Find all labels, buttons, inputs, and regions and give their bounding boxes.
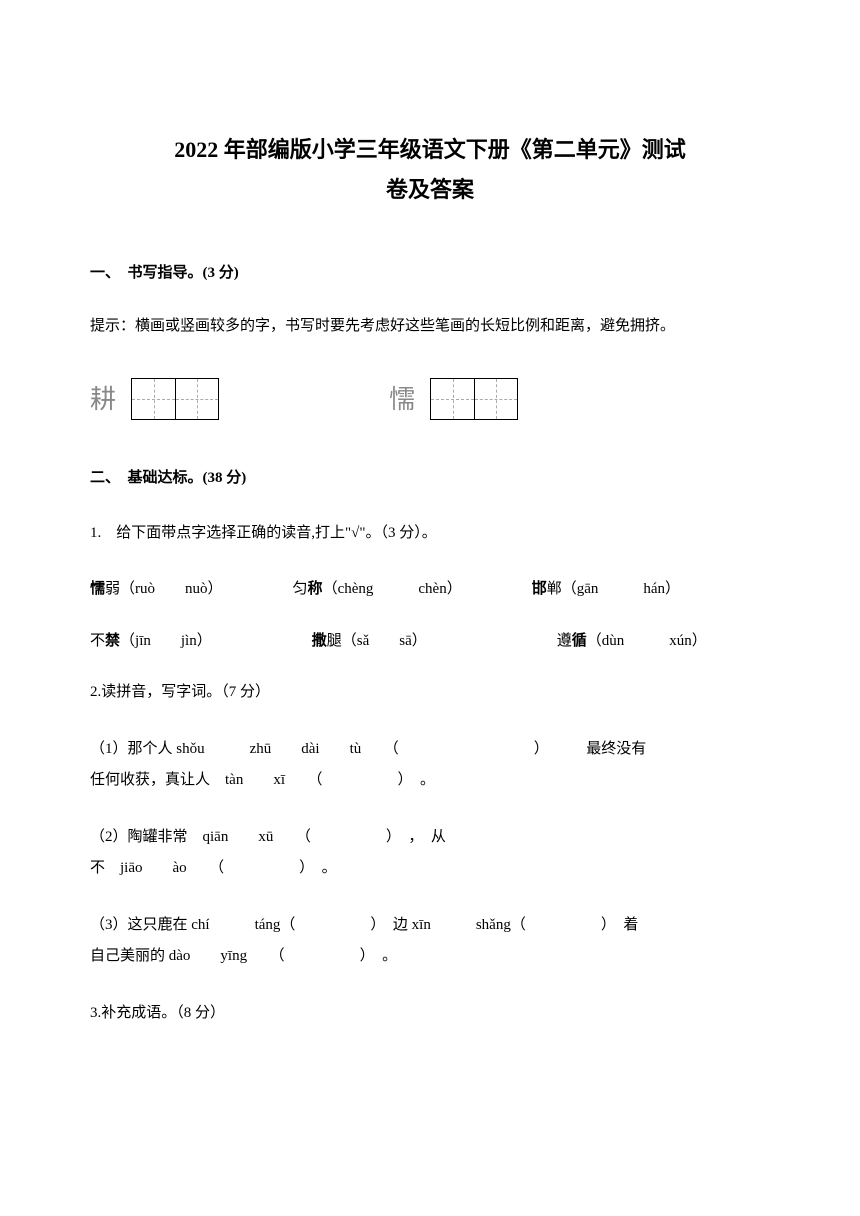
pinyin-text: 腿 <box>327 633 342 649</box>
question-1-prompt: 1. 给下面带点字选择正确的读音,打上"√"。（3 分）。 <box>90 518 770 550</box>
pinyin-item: 邯郸（gān hán） <box>532 574 680 606</box>
pinyin-item: 遵循（dùn xún） <box>557 626 707 658</box>
grid-box <box>175 378 219 420</box>
pinyin-text: 弱 <box>105 581 120 597</box>
pinyin-item: 懦弱（ruò nuò） <box>90 574 223 606</box>
section-1-hint: 提示：横画或竖画较多的字，书写时要先考虑好这些笔画的长短比例和距离，避免拥挤。 <box>90 313 770 340</box>
pinyin-item: 不禁（jīn jìn） <box>90 626 212 658</box>
pinyin-item: 撒腿（sǎ sā） <box>312 626 427 658</box>
question-3-prompt: 3.补充成语。（8 分） <box>90 998 770 1030</box>
grid-box <box>430 378 474 420</box>
question-1-row-2: 不禁（jīn jìn） 撒腿（sǎ sā） 遵循（dùn xún） <box>90 626 770 658</box>
question-2-item-1: （1）那个人 shǒu zhū dài tù （ ） 最终没有 任何收获，真让人… <box>90 734 770 797</box>
fill-line: 自己美丽的 dào yīng （ ） 。 <box>90 941 770 973</box>
pinyin-text: 郸 <box>547 581 562 597</box>
pinyin-text: 不 <box>90 633 105 649</box>
fill-line: 不 jiāo ào （ ） 。 <box>90 853 770 885</box>
question-2-item-2: （2）陶罐非常 qiān xū （ ） ， 从 不 jiāo ào （ ） 。 <box>90 822 770 885</box>
grid-box <box>131 378 175 420</box>
fill-line: （3）这只鹿在 chí táng（ ） 边 xīn shǎng（ ） 着 <box>90 910 770 942</box>
question-2-item-3: （3）这只鹿在 chí táng（ ） 边 xīn shǎng（ ） 着 自己美… <box>90 910 770 973</box>
pinyin-item: 匀称（chèng chèn） <box>293 574 462 606</box>
fill-line: （2）陶罐非常 qiān xū （ ） ， 从 <box>90 822 770 854</box>
pinyin-text: 遵 <box>557 633 572 649</box>
question-1-row-1: 懦弱（ruò nuò） 匀称（chèng chèn） 邯郸（gān hán） <box>90 574 770 606</box>
grid-pair-2 <box>430 378 518 420</box>
fill-line: （1）那个人 shǒu zhū dài tù （ ） 最终没有 <box>90 734 770 766</box>
char-label-2: 懦 <box>389 375 415 424</box>
grid-pair-1 <box>131 378 219 420</box>
grid-box <box>474 378 518 420</box>
fill-line: 任何收获，真让人 tàn xī （ ） 。 <box>90 765 770 797</box>
writing-grid-row: 耕 懦 <box>90 375 770 424</box>
question-2-prompt: 2.读拼音，写字词。（7 分） <box>90 677 770 709</box>
pinyin-text: 匀 <box>293 581 308 597</box>
title-line-2: 卷及答案 <box>90 170 770 210</box>
char-label-1: 耕 <box>90 375 116 424</box>
section-2-header: 二、 基础达标。(38 分) <box>90 464 770 493</box>
section-1-header: 一、 书写指导。(3 分) <box>90 259 770 288</box>
document-title: 2022 年部编版小学三年级语文下册《第二单元》测试 卷及答案 <box>90 130 770 209</box>
title-line-1: 2022 年部编版小学三年级语文下册《第二单元》测试 <box>90 130 770 170</box>
